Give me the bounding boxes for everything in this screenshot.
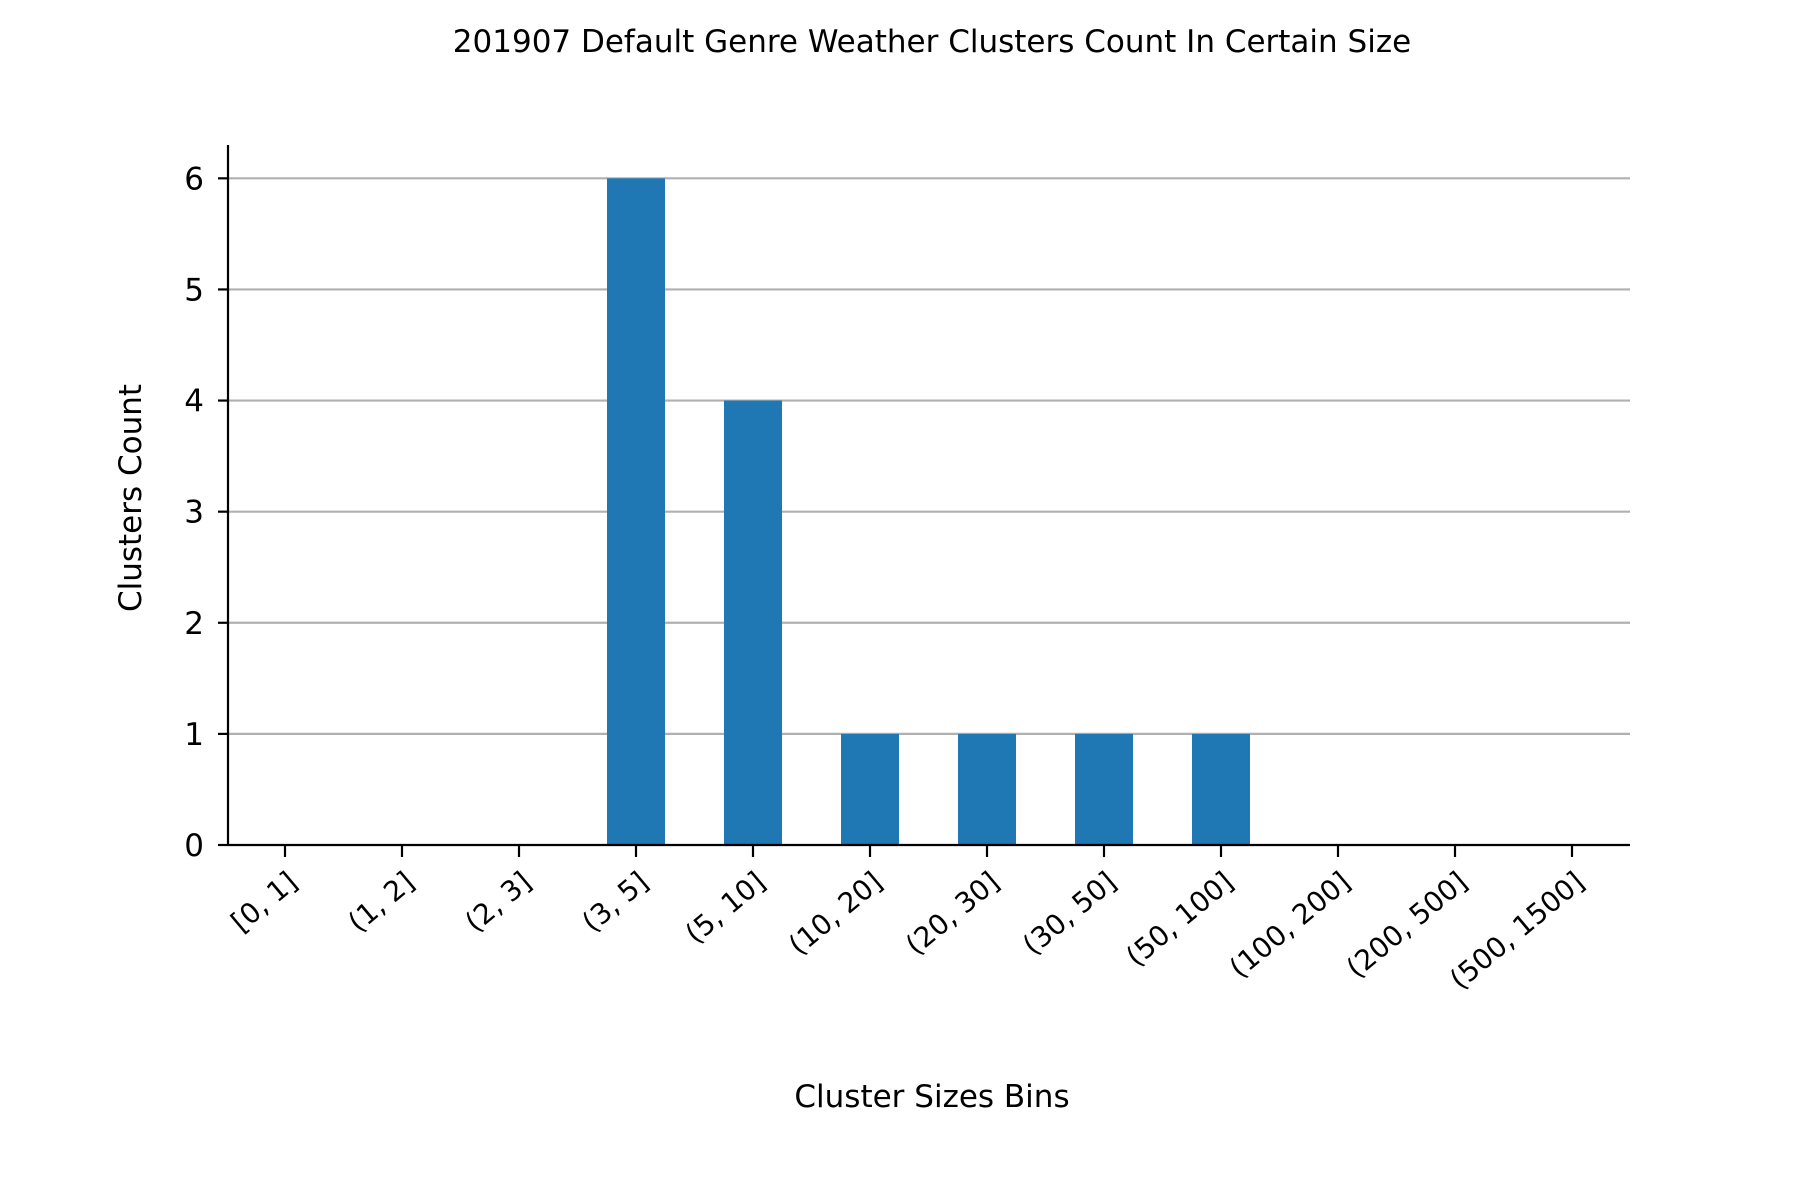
x-tick-label: (3, 5] [576,865,655,939]
y-axis-label: Clusters Count [113,384,149,612]
bar [841,733,899,845]
x-tick-label: [0, 1] [225,865,304,939]
y-tick-label: 1 [184,717,204,753]
x-tick-label: (5, 10] [679,865,772,950]
y-tick-label: 5 [184,272,204,308]
grid-layer [228,177,1630,735]
bar [958,733,1016,845]
x-axis-label: Cluster Sizes Bins [794,1079,1069,1115]
bar [607,178,665,846]
bar [1075,733,1133,845]
y-tick-label: 0 [184,828,204,864]
x-tick-label: (1, 2] [342,865,421,939]
chart-title: 201907 Default Genre Weather Clusters Co… [453,24,1411,60]
x-tick-label: (50, 100] [1120,865,1240,973]
bar [724,400,782,845]
y-tick-label: 2 [184,606,204,642]
y-tick-label: 3 [184,495,204,531]
x-tick-label: (20, 30] [899,865,1005,962]
y-tick-label: 6 [184,161,204,197]
x-tick-label: (30, 50] [1016,865,1122,962]
bar-layer [607,178,1250,846]
x-tick-label: (2, 3] [459,865,538,939]
bar [1192,733,1250,845]
x-tick-label: (100, 200] [1223,865,1356,984]
x-tick-label: (10, 20] [782,865,888,962]
y-tick-label: 4 [184,384,204,420]
